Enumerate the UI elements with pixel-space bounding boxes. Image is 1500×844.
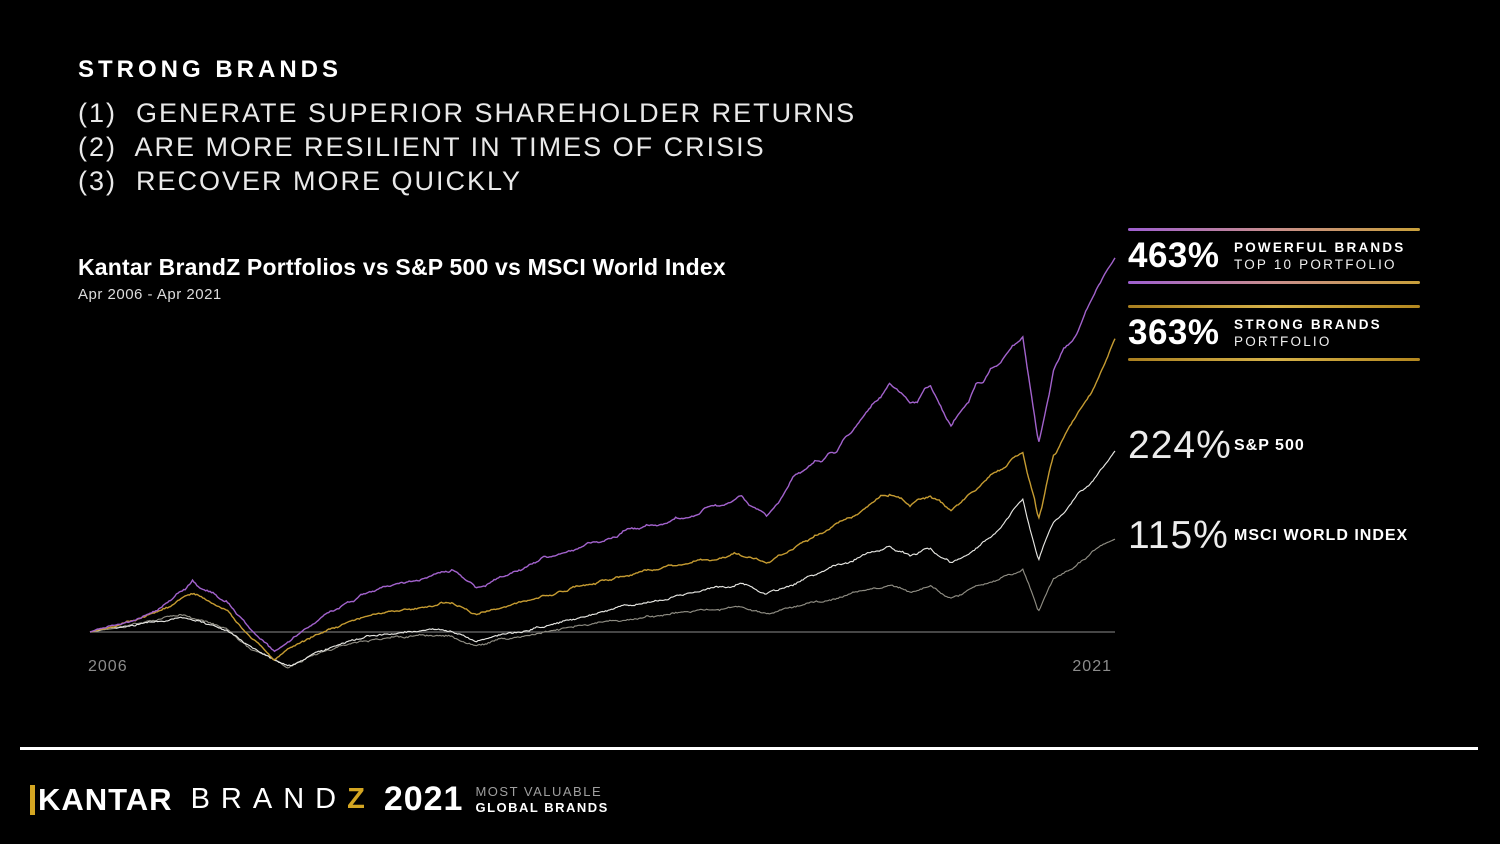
legend-value: 224% — [1128, 424, 1232, 467]
headline-point-1: (1) GENERATE SUPERIOR SHAREHOLDER RETURN… — [78, 98, 857, 128]
tagline-bottom: GLOBAL BRANDS — [475, 799, 609, 815]
brandz-wordmark: BRANDZ — [191, 783, 376, 816]
legend-rule-bottom — [1128, 358, 1420, 361]
report-tagline: MOST VALUABLE GLOBAL BRANDS — [475, 784, 608, 816]
kantar-gold-bar-icon — [30, 784, 35, 815]
brandz-z: Z — [347, 783, 376, 815]
kantar-logo: KANTAR — [30, 782, 173, 818]
legend-item-msci: 115% MSCI WORLD INDEX — [1128, 514, 1420, 558]
legend-value: 115% — [1128, 514, 1229, 557]
brandz-letters: BRAND — [190, 783, 348, 815]
legend-rule-top — [1128, 305, 1420, 308]
chart-subtitle: Apr 2006 - Apr 2021 — [78, 286, 222, 303]
legend-item-sp500: 224% S&P 500 — [1128, 424, 1420, 468]
x-axis-label-start: 2006 — [88, 658, 128, 675]
legend-item-powerful-brands: 463% POWERFUL BRANDS TOP 10 PORTFOLIO — [1128, 228, 1420, 284]
tagline-top: MOST VALUABLE — [475, 783, 603, 799]
chart-title: Kantar BrandZ Portfolios vs S&P 500 vs M… — [78, 254, 726, 280]
legend-label: S&P 500 — [1234, 437, 1305, 454]
headline-point-3: (3) RECOVER MORE QUICKLY — [78, 166, 523, 196]
legend-rule-top — [1128, 228, 1420, 231]
x-axis-label-end: 2021 — [1072, 658, 1112, 675]
series-s-p-500 — [89, 450, 1116, 667]
legend-item-strong-brands: 363% STRONG BRANDS PORTFOLIO — [1128, 305, 1420, 361]
legend-rule-bottom — [1128, 281, 1420, 284]
footer-divider — [20, 747, 1478, 750]
report-year: 2021 — [383, 780, 464, 818]
legend-label-line2: TOP 10 PORTFOLIO — [1234, 257, 1397, 272]
legend-label-line2: PORTFOLIO — [1234, 334, 1332, 349]
legend-value: 463% — [1128, 236, 1220, 275]
legend-value: 363% — [1128, 313, 1220, 352]
legend-label-line1: STRONG BRANDS — [1234, 317, 1382, 332]
footer-logo-row: KANTAR BRANDZ 2021 MOST VALUABLE GLOBAL … — [30, 780, 609, 819]
headline-point-2: (2) ARE MORE RESILIENT IN TIMES OF CRISI… — [78, 132, 766, 162]
series-powerful-brands-top-10-portfolio — [89, 257, 1116, 653]
chart-title-block: Kantar BrandZ Portfolios vs S&P 500 vs M… — [78, 254, 726, 303]
legend-label-line1: POWERFUL BRANDS — [1234, 240, 1406, 255]
series-strong-brands-portfolio — [89, 338, 1116, 661]
kantar-wordmark: KANTAR — [38, 781, 173, 817]
legend-label: MSCI WORLD INDEX — [1234, 527, 1409, 544]
header: STRONG BRANDS (1) GENERATE SUPERIOR SHAR… — [78, 56, 856, 198]
page-title: STRONG BRANDS — [78, 56, 343, 83]
